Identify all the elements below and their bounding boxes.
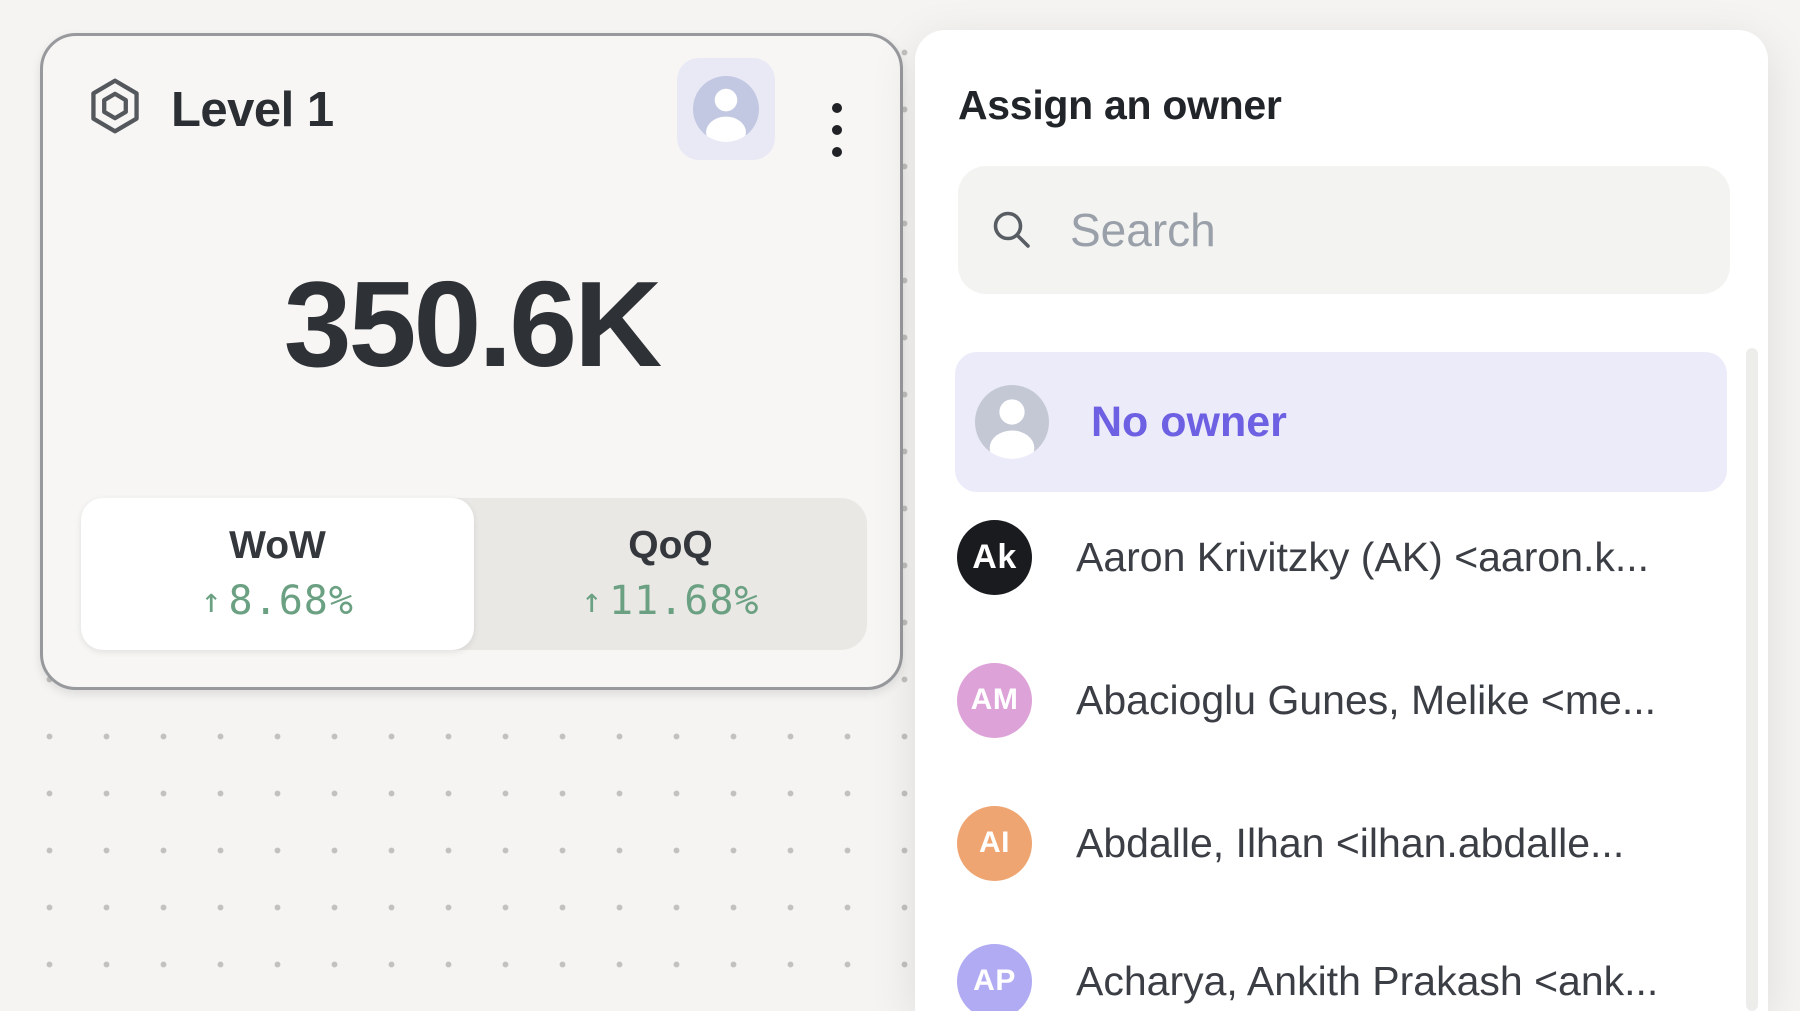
no-owner-label: No owner (1091, 397, 1287, 446)
avatar: Ak (957, 519, 1032, 595)
metric-card-header: Level 1 (43, 36, 900, 176)
tab-wow-delta-value: 8.68% (228, 578, 354, 624)
avatar: AI (957, 805, 1032, 881)
person-icon (975, 385, 1049, 459)
assign-owner-panel: Assign an owner No owner Ak Aaron Krivit… (915, 30, 1768, 1011)
owner-list-item[interactable]: AI Abdalle, Ilhan <ilhan.abdalle... (955, 793, 1727, 893)
avatar: AM (957, 662, 1032, 738)
tab-qoq-delta: ↑ 11.68% (582, 578, 760, 624)
owner-list-item[interactable]: Ak Aaron Krivitzky (AK) <aaron.k... (955, 507, 1727, 607)
up-arrow-icon: ↑ (201, 581, 223, 621)
tab-qoq-delta-value: 11.68% (608, 578, 760, 624)
scrollbar[interactable] (1746, 348, 1758, 1011)
person-icon (693, 76, 759, 142)
assign-owner-button[interactable] (677, 58, 775, 160)
owner-name: Acharya, Ankith Prakash <ank... (1076, 957, 1659, 1004)
search-input[interactable] (1070, 203, 1700, 257)
card-title: Level 1 (171, 83, 334, 137)
tab-wow-delta: ↑ 8.68% (201, 578, 354, 624)
owner-name: Aaron Krivitzky (AK) <aaron.k... (1076, 533, 1650, 580)
kebab-menu-icon[interactable] (809, 82, 865, 178)
metric-card[interactable]: Level 1 350.6K WoW ↑ 8.68% QoQ ↑ (40, 33, 903, 690)
panel-title: Assign an owner (958, 82, 1282, 128)
owner-name: Abdalle, Ilhan <ilhan.abdalle... (1076, 819, 1625, 866)
tab-qoq[interactable]: QoQ ↑ 11.68% (474, 498, 867, 650)
owner-name: Abacioglu Gunes, Melike <me... (1076, 676, 1656, 723)
up-arrow-icon: ↑ (581, 581, 603, 621)
tab-qoq-label: QoQ (628, 524, 713, 567)
period-tab-switch: WoW ↑ 8.68% QoQ ↑ 11.68% (81, 498, 867, 650)
tab-wow[interactable]: WoW ↑ 8.68% (81, 498, 474, 650)
owner-list-item[interactable]: AM Abacioglu Gunes, Melike <me... (955, 650, 1727, 750)
metric-value: 350.6K (283, 256, 662, 392)
search-box[interactable] (958, 166, 1730, 294)
tab-wow-label: WoW (229, 524, 326, 567)
no-owner-option[interactable]: No owner (955, 352, 1727, 492)
search-icon (993, 211, 1030, 248)
avatar: AP (957, 943, 1032, 1011)
hexagon-icon (91, 78, 139, 134)
owner-list-item[interactable]: AP Acharya, Ankith Prakash <ank... (955, 931, 1727, 1011)
